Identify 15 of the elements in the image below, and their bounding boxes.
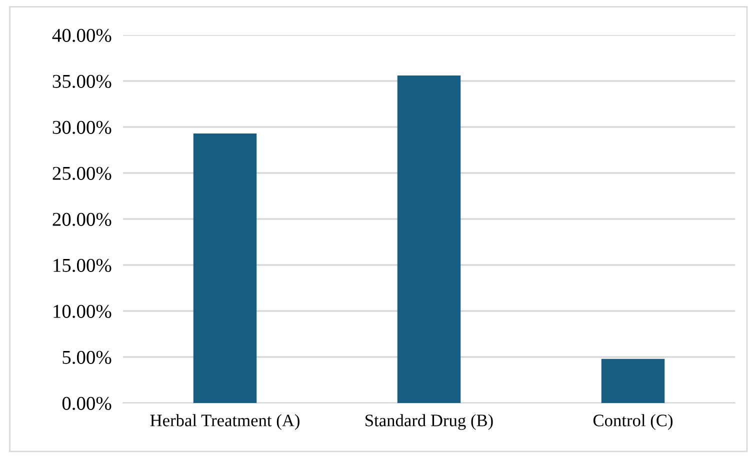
y-tick-label: 10.00%: [54, 304, 112, 318]
y-tick-label: 20.00%: [52, 212, 112, 226]
x-tick-label: Herbal Treatment (A): [150, 414, 300, 430]
y-tick-label: 30.00%: [52, 120, 112, 134]
bar: [397, 75, 461, 403]
y-tick-label: 35.00%: [52, 74, 112, 88]
y-tick-label: 25.00%: [52, 166, 112, 180]
y-tick-label: 15.00%: [54, 258, 112, 272]
bar: [601, 358, 665, 403]
y-tick-label: 5.00%: [62, 350, 112, 364]
x-tick-label: Control (C): [593, 414, 673, 430]
y-tick-label: 40.00%: [52, 28, 112, 42]
x-tick-label: Standard Drug (B): [366, 414, 493, 430]
y-tick-label: 0.00%: [62, 396, 112, 410]
bar: [193, 133, 257, 403]
